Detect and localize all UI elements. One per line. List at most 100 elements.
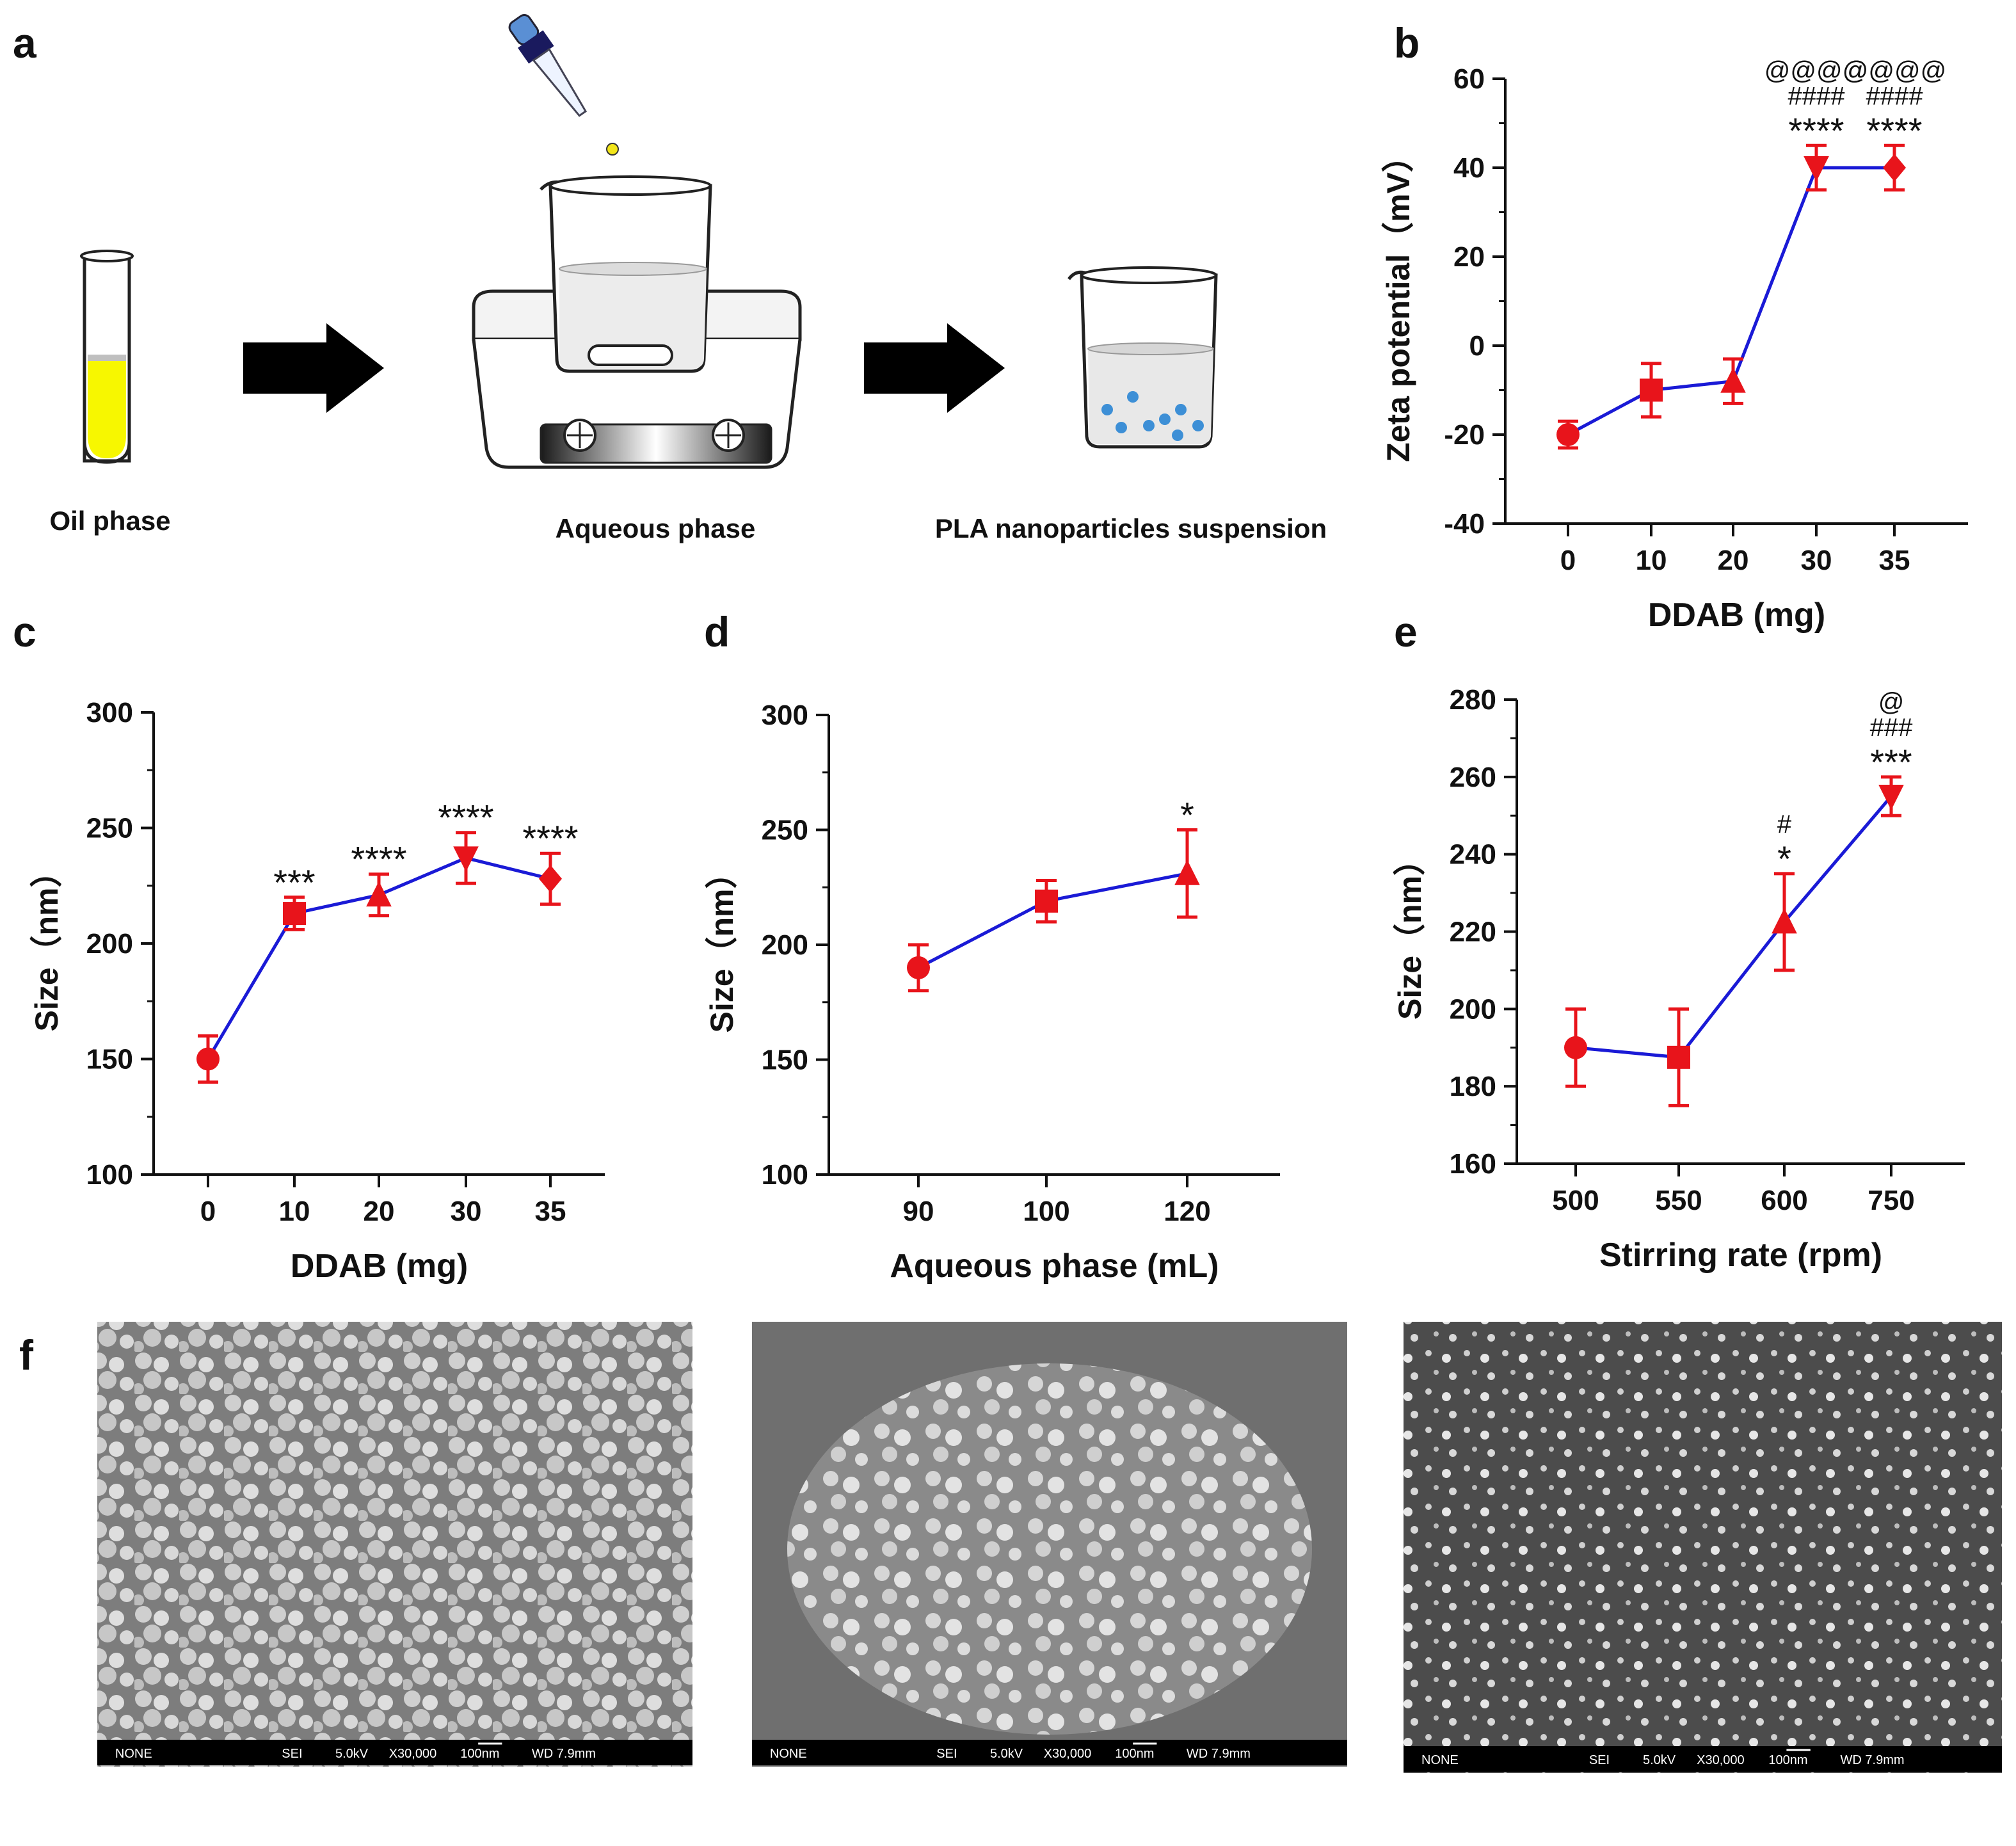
y-tick-label: 60	[1453, 63, 1485, 95]
sem-info-text: WD 7.9mm	[532, 1747, 596, 1761]
data-point	[1174, 860, 1200, 885]
x-tick-label: 30	[1801, 545, 1832, 576]
data-point	[283, 902, 306, 926]
panel-letter-c: c	[13, 608, 36, 655]
y-tick-label: 200	[762, 929, 808, 961]
data-point	[1720, 367, 1746, 393]
significance-label: @@@@	[1764, 56, 1868, 84]
sem-info-text: NONE	[1421, 1753, 1459, 1767]
sem-image-2	[752, 1322, 1347, 1767]
y-tick-label: 240	[1450, 839, 1496, 871]
y-tick-label: -20	[1444, 419, 1485, 451]
significance-label: ****	[351, 839, 406, 879]
panel-letter-e: e	[1394, 608, 1418, 655]
series-line	[1567, 166, 1894, 437]
sem-info-bar: NONE SEI 5.0kV X30,000 100nm WD 7.9mm	[97, 1740, 692, 1765]
data-point	[1878, 785, 1904, 810]
x-tick-label: 550	[1655, 1185, 1702, 1216]
x-tick-label: 100	[1023, 1196, 1069, 1227]
sem-info-text: 100nm	[1115, 1747, 1154, 1761]
significance-label: ####	[1788, 82, 1846, 110]
sem-info-text: SEI	[282, 1747, 302, 1761]
x-tick-label: 20	[364, 1196, 395, 1227]
sem-info-text: 100nm	[460, 1747, 499, 1761]
x-tick-label: 20	[1718, 545, 1749, 576]
y-tick-label: 20	[1453, 241, 1485, 273]
x-tick-label: 10	[1636, 545, 1667, 576]
y-tick-label: -40	[1444, 508, 1485, 540]
data-point	[1772, 908, 1797, 934]
chart-size-aqueous: 100 150 200 250 300 90 100 120 Aqueous phase (mL…	[704, 700, 1280, 1285]
significance-label: ####	[1866, 82, 1924, 110]
y-tick-label: 250	[86, 813, 133, 844]
data-point	[1564, 1036, 1587, 1059]
label-aqueous-phase: Aqueous phase	[556, 513, 756, 543]
chart-zeta-potential: -40 -20 0 20 40 60 0 10 20 30 35 DDAB (mg) Zeta pote…	[1380, 56, 1968, 634]
sem-info-text: WD 7.9mm	[1841, 1753, 1905, 1767]
x-tick-label: 10	[279, 1196, 310, 1227]
y-tick-label: 160	[1450, 1148, 1496, 1180]
significance-label: *	[1777, 839, 1791, 879]
y-tick-label: 150	[762, 1045, 808, 1076]
sem-info-text: 100nm	[1768, 1753, 1807, 1767]
test-tube-illustration	[80, 250, 134, 464]
sem-info-bar-bg	[752, 1740, 1347, 1765]
significance-label: @	[1878, 688, 1905, 716]
x-tick-label: 500	[1552, 1185, 1599, 1216]
sem-info-bar-bg	[1404, 1746, 2002, 1772]
sem-info-text: WD 7.9mm	[1187, 1747, 1251, 1761]
y-tick-label: 200	[1450, 993, 1496, 1025]
droplet-icon	[606, 143, 619, 156]
x-tick-label: 0	[1560, 545, 1576, 576]
x-axis-title: DDAB (mg)	[1648, 597, 1825, 634]
chart-size-ddab: 100 150 200 250 300 0 10 20 30 35 DDAB (mg) Size（nm…	[29, 697, 605, 1285]
sem-info-text: X30,000	[1044, 1747, 1092, 1761]
panel-letter-a: a	[13, 19, 37, 67]
y-tick-label: 280	[1450, 684, 1496, 716]
data-point	[907, 956, 930, 979]
significance-label: ***	[273, 862, 315, 903]
y-tick-label: 180	[1450, 1071, 1496, 1102]
x-tick-label: 90	[903, 1196, 934, 1227]
y-tick-label: 0	[1469, 330, 1485, 362]
significance-label: @@@@	[1843, 56, 1946, 84]
sem-info-text: X30,000	[389, 1747, 437, 1761]
sem-image-1	[97, 1322, 692, 1767]
y-tick-label: 220	[1450, 917, 1496, 948]
chart-size-stirring: 160 180 200 220 240 260 280 500 550 600 750 Stirrin…	[1392, 684, 1965, 1274]
dropper-illustration	[508, 13, 588, 117]
sem-info-text: SEI	[1589, 1753, 1610, 1767]
x-tick-label: 750	[1868, 1185, 1914, 1216]
sem-info-text: SEI	[936, 1747, 957, 1761]
significance-label: ###	[1870, 714, 1913, 742]
data-point	[1640, 378, 1663, 402]
x-tick-label: 35	[1879, 545, 1910, 576]
panel-letter-d: d	[704, 608, 730, 655]
label-pla-suspension: PLA nanoparticles suspension	[935, 513, 1327, 543]
sem-info-text: 5.0kV	[990, 1747, 1023, 1761]
x-axis-title: DDAB (mg)	[291, 1248, 468, 1285]
sem-info-bar: NONE SEI 5.0kV X30,000 100nm WD 7.9mm	[752, 1740, 1347, 1765]
sem-info-bar-bg	[97, 1740, 692, 1765]
data-point	[453, 846, 479, 872]
sem-info-text: NONE	[770, 1747, 807, 1761]
y-tick-label: 150	[86, 1044, 133, 1075]
beaker-illustration	[540, 175, 712, 373]
y-tick-label: 200	[86, 928, 133, 959]
schematic-panel: Oil phase Aq	[49, 13, 1327, 543]
data-point	[1804, 156, 1829, 182]
data-point	[1883, 154, 1906, 182]
arrow-right-icon	[864, 323, 1005, 413]
y-tick-label: 40	[1453, 152, 1485, 184]
series-line	[1575, 795, 1892, 1059]
significance-label: *	[1180, 795, 1194, 835]
data-point	[366, 881, 392, 907]
data-point	[539, 865, 562, 893]
x-tick-label: 0	[200, 1196, 216, 1227]
significance-label: ****	[1788, 110, 1844, 150]
sem-info-text: 5.0kV	[335, 1747, 369, 1761]
y-tick-label: 100	[762, 1159, 808, 1191]
panel-letter-b: b	[1394, 19, 1420, 67]
x-tick-label: 30	[451, 1196, 482, 1227]
